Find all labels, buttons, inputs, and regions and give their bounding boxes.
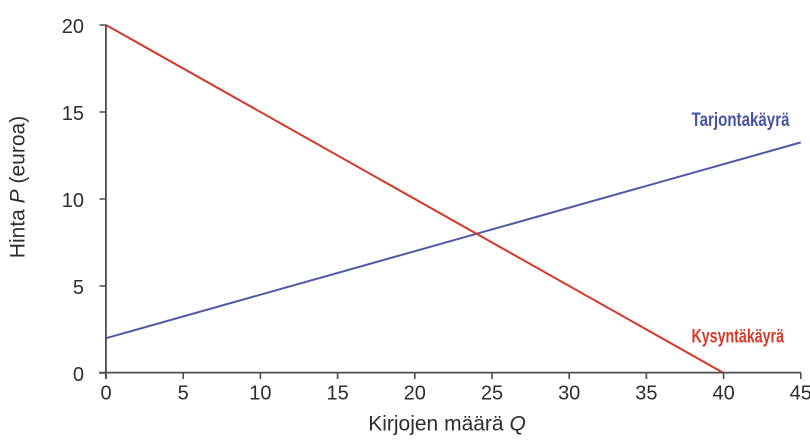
svg-text:45: 45 (790, 383, 810, 405)
svg-text:5: 5 (73, 277, 84, 299)
svg-text:15: 15 (326, 383, 348, 405)
svg-text:Kysyntäkäyrä: Kysyntäkäyrä (692, 326, 785, 347)
svg-text:Kirjojen määrä Q: Kirjojen määrä Q (368, 413, 526, 436)
svg-text:10: 10 (62, 190, 84, 212)
svg-text:40: 40 (712, 383, 734, 405)
svg-text:35: 35 (635, 383, 657, 405)
svg-text:20: 20 (62, 16, 84, 38)
svg-text:15: 15 (62, 103, 84, 125)
svg-text:10: 10 (249, 383, 271, 405)
svg-text:0: 0 (73, 364, 84, 386)
svg-text:Hinta P (euroa): Hinta P (euroa) (7, 116, 30, 258)
svg-text:20: 20 (404, 383, 426, 405)
svg-text:25: 25 (481, 383, 503, 405)
svg-text:Tarjontakäyrä: Tarjontakäyrä (692, 110, 790, 131)
svg-text:30: 30 (558, 383, 580, 405)
svg-text:0: 0 (100, 383, 111, 405)
svg-text:5: 5 (178, 383, 189, 405)
